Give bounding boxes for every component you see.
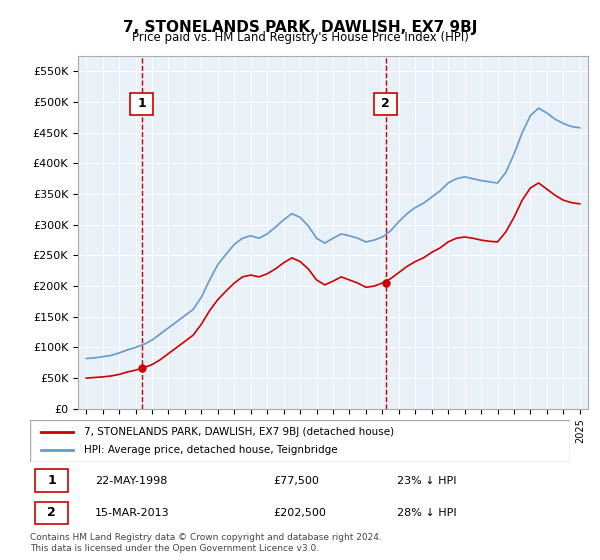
- Text: 2: 2: [382, 97, 390, 110]
- Text: 1: 1: [137, 97, 146, 110]
- FancyBboxPatch shape: [374, 93, 397, 115]
- Text: HPI: Average price, detached house, Teignbridge: HPI: Average price, detached house, Teig…: [84, 445, 338, 455]
- Text: Contains HM Land Registry data © Crown copyright and database right 2024.
This d: Contains HM Land Registry data © Crown c…: [30, 533, 382, 553]
- Text: 7, STONELANDS PARK, DAWLISH, EX7 9BJ (detached house): 7, STONELANDS PARK, DAWLISH, EX7 9BJ (de…: [84, 427, 394, 437]
- Text: 2: 2: [47, 506, 56, 519]
- FancyBboxPatch shape: [35, 469, 68, 492]
- Text: 28% ↓ HPI: 28% ↓ HPI: [397, 508, 457, 518]
- Text: 7, STONELANDS PARK, DAWLISH, EX7 9BJ: 7, STONELANDS PARK, DAWLISH, EX7 9BJ: [123, 20, 477, 35]
- Text: £202,500: £202,500: [273, 508, 326, 518]
- Text: £77,500: £77,500: [273, 475, 319, 486]
- Text: 23% ↓ HPI: 23% ↓ HPI: [397, 475, 457, 486]
- FancyBboxPatch shape: [35, 502, 68, 524]
- Text: 1: 1: [47, 474, 56, 487]
- FancyBboxPatch shape: [130, 93, 154, 115]
- Text: Price paid vs. HM Land Registry's House Price Index (HPI): Price paid vs. HM Land Registry's House …: [131, 31, 469, 44]
- Text: 15-MAR-2013: 15-MAR-2013: [95, 508, 169, 518]
- FancyBboxPatch shape: [30, 420, 570, 462]
- Text: 22-MAY-1998: 22-MAY-1998: [95, 475, 167, 486]
